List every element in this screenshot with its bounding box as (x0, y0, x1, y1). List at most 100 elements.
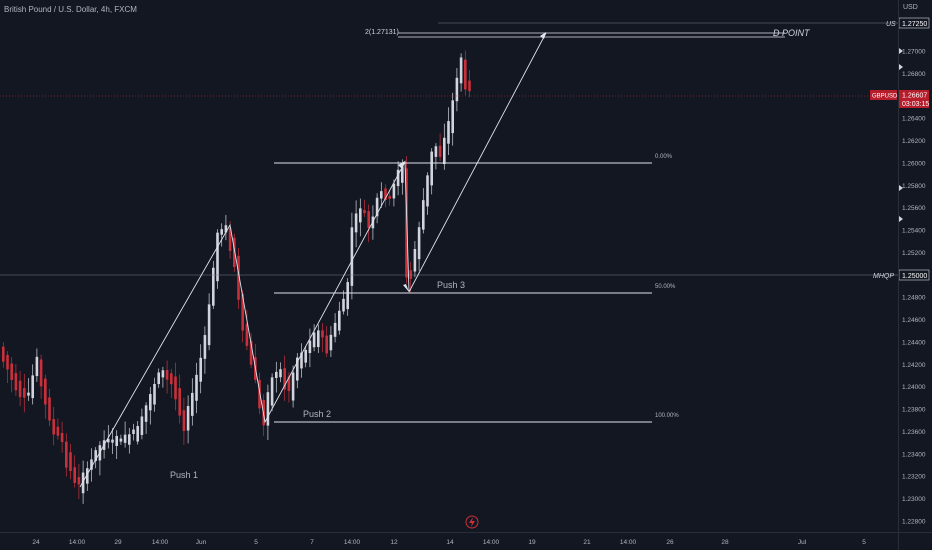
price-axis[interactable]: 1.270001.268001.266001.264001.262001.260… (902, 49, 926, 526)
candle-body (464, 59, 467, 90)
push-path[interactable] (79, 160, 410, 488)
candle-body (275, 371, 278, 378)
time-tick-label: 29 (114, 539, 122, 546)
projection-line[interactable] (408, 32, 547, 293)
candle-body (338, 310, 341, 331)
candle-body (270, 377, 274, 406)
candle-body (10, 363, 13, 380)
candle-body (132, 429, 135, 434)
price-tick-label: 1.24800 (902, 295, 926, 302)
candlesticks (2, 50, 471, 504)
time-tick-label: 7 (310, 539, 314, 546)
time-tick-label: 5 (254, 539, 258, 546)
lightning-icon[interactable] (465, 515, 479, 529)
candle-body (279, 369, 282, 378)
candle-body (94, 450, 97, 461)
time-tick-label: 14:00 (344, 539, 361, 546)
price-tick-label: 1.23400 (902, 451, 926, 458)
price-tick-label: 1.26000 (902, 160, 926, 167)
candle-body (161, 370, 165, 378)
time-tick-label: 28 (721, 539, 729, 546)
axis-marker-icon (899, 48, 903, 54)
mhqp-badge[interactable]: MHQP 1.25000 (873, 269, 930, 281)
gbpusd-badge[interactable]: GBPUSD 1.26607 03:03:15 (870, 90, 929, 108)
chart-title[interactable]: British Pound / U.S. Dollar, 4h, FXCM (4, 5, 137, 14)
candle-body (60, 433, 64, 443)
candle-body (296, 357, 299, 381)
candle-body (136, 426, 139, 442)
candle-body (203, 335, 207, 359)
candle-body (342, 298, 345, 312)
push3-label: Push 3 (437, 280, 465, 290)
price-tick-label: 1.24200 (902, 362, 926, 369)
candle-body (438, 145, 442, 157)
candle-body (241, 293, 244, 331)
candle-body (388, 195, 391, 199)
candle-body (182, 410, 186, 431)
candle-body (333, 322, 337, 337)
time-tick-label: 14:00 (152, 539, 169, 546)
candle-body (375, 197, 379, 217)
arrow-head-top (398, 161, 405, 169)
candle-body (434, 146, 438, 157)
time-axis[interactable]: 24 14:00 29 14:00 Jun 5 7 14:00 12 14 14:00 19 21 14:… (32, 539, 866, 546)
axis-separator (898, 0, 899, 550)
time-tick-label: 26 (666, 539, 674, 546)
candle-body (459, 57, 463, 84)
candle-body (228, 228, 232, 251)
candle-body (233, 237, 236, 268)
arrow-head-up (540, 32, 546, 39)
candle-body (191, 392, 194, 416)
candle-body (111, 439, 114, 443)
axis-marker-icon (899, 216, 903, 222)
candle-body (35, 356, 39, 377)
candle-body (216, 232, 219, 282)
candle-body (18, 380, 22, 398)
time-tick-label: 14:00 (620, 539, 637, 546)
price-tick-label: 1.23000 (902, 496, 926, 503)
candle-body (300, 352, 303, 369)
candle-body (207, 304, 211, 346)
price-tick-label: 1.23600 (902, 429, 926, 436)
candle-body (325, 335, 328, 354)
mhqp-badge-price: 1.25000 (902, 273, 927, 280)
push1-label: Push 1 (170, 470, 198, 480)
us-badge[interactable]: US 1.27250 (886, 17, 930, 29)
candle-body (245, 323, 249, 346)
candle-body (170, 373, 173, 385)
candle-body (77, 477, 81, 485)
candle-body (321, 330, 324, 338)
price-tick-label: 1.22800 (902, 518, 926, 525)
d-point-label: D POINT (773, 28, 811, 38)
gbpusd-price: 1.26607 (902, 93, 927, 100)
price-tick-label: 1.25600 (902, 205, 926, 212)
candle-body (90, 459, 93, 470)
price-tick-label: 1.25400 (902, 228, 926, 235)
candle-body (308, 340, 312, 353)
candle-body (52, 419, 55, 435)
mhqp-badge-name: MHQP (873, 273, 894, 280)
price-tick-label: 1.25800 (902, 183, 926, 190)
us-badge-price: 1.27250 (902, 21, 927, 28)
candle-body (291, 372, 295, 401)
candle-body (409, 270, 412, 279)
time-tick-label: 14 (446, 539, 454, 546)
time-tick-label: 12 (390, 539, 398, 546)
candle-body (107, 438, 110, 443)
candle-body (287, 376, 291, 392)
candle-body (81, 472, 85, 494)
candle-body (123, 434, 127, 443)
currency-label: USD (903, 4, 918, 11)
candle-body (220, 229, 223, 235)
price-tick-label: 1.26400 (902, 116, 926, 123)
candle-body (23, 388, 26, 398)
candle-body (140, 416, 144, 435)
time-tick-label: 5 (862, 539, 866, 546)
candle-body (346, 282, 349, 310)
candle-body (144, 405, 148, 422)
candle-body (115, 435, 118, 447)
push2-label: Push 2 (303, 409, 331, 419)
candle-body (249, 340, 253, 365)
candle-body (48, 397, 51, 421)
